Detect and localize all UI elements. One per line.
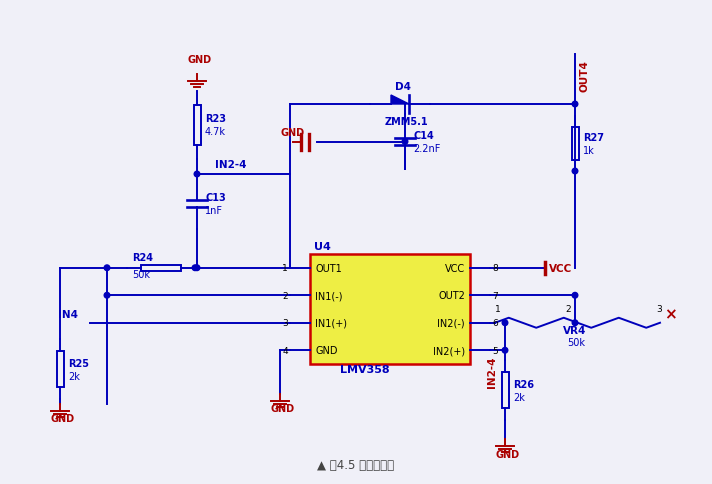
Text: 8: 8	[492, 264, 498, 272]
Text: R24: R24	[132, 252, 153, 262]
Text: 3: 3	[282, 318, 288, 328]
Text: U4: U4	[314, 242, 331, 252]
Text: VCC: VCC	[445, 263, 465, 273]
Text: GND: GND	[270, 403, 294, 413]
Text: IN1(-): IN1(-)	[315, 291, 342, 301]
Bar	[501, 373, 508, 408]
Circle shape	[572, 320, 578, 326]
Text: 1k: 1k	[583, 146, 595, 156]
Text: IN2-4: IN2-4	[487, 356, 497, 387]
Text: OUT1: OUT1	[315, 263, 342, 273]
Text: 7: 7	[492, 291, 498, 300]
Text: 50k: 50k	[132, 269, 150, 279]
Text: 2.2nF: 2.2nF	[413, 144, 441, 154]
Text: R27: R27	[583, 133, 604, 143]
Text: VCC: VCC	[549, 263, 572, 273]
Text: 2k: 2k	[68, 371, 80, 381]
Text: 2k: 2k	[513, 393, 525, 402]
Text: LMV358: LMV358	[340, 364, 389, 374]
Polygon shape	[391, 96, 409, 105]
Text: 3: 3	[656, 304, 661, 313]
Text: OUT4: OUT4	[580, 60, 590, 91]
Circle shape	[502, 348, 508, 353]
Circle shape	[194, 172, 200, 178]
Text: IN4: IN4	[58, 309, 78, 319]
Text: 1: 1	[495, 304, 501, 313]
Bar	[572, 128, 578, 161]
Text: ▲ 图4.5 运放原理图: ▲ 图4.5 运放原理图	[318, 458, 394, 471]
Text: GND: GND	[187, 55, 211, 65]
Text: R26: R26	[513, 379, 534, 390]
Text: IN2-4: IN2-4	[215, 160, 246, 170]
Text: GND: GND	[50, 413, 74, 423]
Text: 1nF: 1nF	[205, 206, 223, 215]
Text: 4.7k: 4.7k	[205, 127, 226, 136]
Bar	[56, 351, 63, 387]
Circle shape	[104, 265, 110, 271]
Text: 2: 2	[283, 291, 288, 300]
Circle shape	[192, 265, 198, 271]
Text: IN2(-): IN2(-)	[437, 318, 465, 328]
Circle shape	[104, 293, 110, 299]
Text: D4: D4	[395, 82, 411, 92]
Text: C14: C14	[413, 131, 434, 141]
Text: VR4: VR4	[562, 325, 586, 335]
Circle shape	[402, 139, 408, 145]
Bar	[194, 106, 201, 146]
Circle shape	[572, 293, 578, 299]
FancyBboxPatch shape	[310, 255, 470, 364]
Text: R23: R23	[205, 114, 226, 124]
Text: C13: C13	[205, 193, 226, 203]
Text: 5: 5	[492, 346, 498, 355]
Text: 50k: 50k	[567, 337, 585, 347]
Text: R25: R25	[68, 358, 89, 368]
Circle shape	[572, 102, 578, 107]
Text: 1: 1	[282, 264, 288, 272]
Text: 6: 6	[492, 318, 498, 328]
Bar	[140, 265, 182, 271]
Circle shape	[194, 265, 200, 271]
Text: GND: GND	[280, 128, 304, 138]
Text: ZMM5.1: ZMM5.1	[385, 117, 429, 127]
Text: IN1(+): IN1(+)	[315, 318, 347, 328]
Text: IN2(+): IN2(+)	[433, 346, 465, 356]
Text: OUT2: OUT2	[438, 291, 465, 301]
Text: ×: ×	[664, 307, 676, 322]
Circle shape	[502, 320, 508, 326]
Text: 2: 2	[565, 304, 570, 313]
Circle shape	[572, 169, 578, 174]
Text: GND: GND	[495, 449, 519, 459]
Text: 4: 4	[283, 346, 288, 355]
Text: GND: GND	[315, 346, 337, 356]
